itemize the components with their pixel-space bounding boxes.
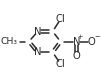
- Text: O: O: [73, 51, 80, 61]
- Text: +: +: [78, 34, 83, 40]
- Text: Cl: Cl: [56, 14, 65, 24]
- Text: CH₃: CH₃: [1, 37, 17, 46]
- Text: Cl: Cl: [56, 59, 65, 69]
- Text: N: N: [34, 47, 41, 57]
- Text: −: −: [95, 34, 100, 40]
- Text: N: N: [73, 37, 80, 46]
- Text: N: N: [34, 27, 41, 37]
- Text: O: O: [87, 37, 95, 46]
